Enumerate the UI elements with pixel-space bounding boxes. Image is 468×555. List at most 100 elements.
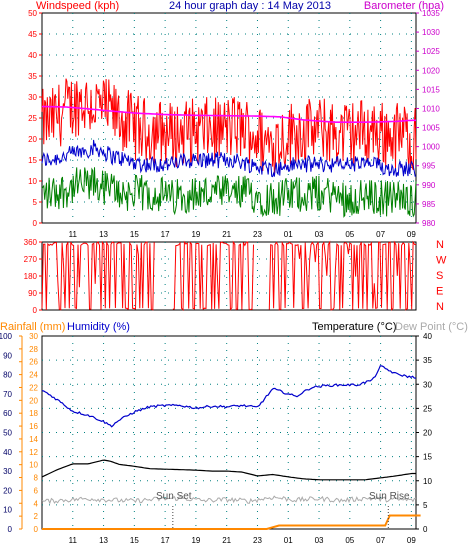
direction-tick-label: 90 — [28, 289, 37, 298]
wind-series — [41, 78, 417, 218]
wind-axis-ticks: 0 5 10 15 20 25 30 35 40 45 50 — [28, 9, 42, 228]
humidity-tick-label: 22 — [29, 383, 38, 392]
barometer-tick-label: 1030 — [422, 28, 440, 37]
wind-tick-label: 0 — [33, 219, 38, 228]
dewpoint-series-line — [41, 495, 417, 505]
windspeed-title: Windspeed (kph) — [36, 0, 119, 12]
barometer-tick-label: 1010 — [422, 104, 440, 113]
humidity-tick-label: 30 — [29, 332, 38, 341]
rainfall-tick-label: 10 — [3, 506, 12, 515]
barometer-tick-label: 1000 — [422, 143, 440, 152]
climate-x-tick-label: 03 — [315, 536, 324, 545]
dewpoint-title: Dew Point (°C) — [395, 321, 468, 333]
wind-x-tick-label: 11 — [69, 230, 78, 239]
rainfall-series-line — [42, 514, 421, 530]
wind-tick-label: 5 — [33, 198, 38, 207]
barometer-tick-label: 1035 — [422, 9, 440, 18]
wind-tick-label: 45 — [28, 30, 37, 39]
climate-x-tick-label: 09 — [407, 536, 416, 545]
direction-series-line — [41, 240, 417, 312]
humidity-tick-label: 14 — [29, 435, 38, 444]
compass-label: E — [436, 286, 443, 298]
low-wind-series-line — [41, 167, 417, 218]
barometer-tick-label: 990 — [422, 181, 436, 190]
compass-label: W — [436, 255, 447, 267]
wind-x-tick-label: 21 — [222, 230, 231, 239]
sunrise-label: Sun Rise — [369, 491, 410, 502]
wind-x-tick-label: 03 — [315, 230, 324, 239]
avg-wind-series-line — [41, 139, 417, 178]
wind-tick-label: 35 — [28, 72, 37, 81]
wind-tick-label: 25 — [28, 114, 37, 123]
temperature-tick-label: 30 — [423, 380, 432, 389]
rainfall-tick-label: 100 — [0, 332, 13, 341]
rainfall-tick-label: 40 — [3, 448, 12, 457]
humidity-tick-label: 18 — [29, 409, 38, 418]
temperature-tick-label: 15 — [423, 453, 432, 462]
rainfall-tick-label: 60 — [3, 409, 12, 418]
graph-title: 24 hour graph day : 14 May 2013 — [169, 0, 331, 12]
humidity-tick-label: 8 — [34, 474, 39, 483]
compass-label: N — [436, 301, 444, 313]
temperature-tick-label: 0 — [423, 525, 428, 534]
direction-tick-label: 360 — [24, 238, 38, 247]
climate-x-tick-label: 21 — [222, 536, 231, 545]
rainfall-tick-label: 50 — [3, 429, 12, 438]
temperature-tick-label: 5 — [423, 501, 428, 510]
barometer-tick-label: 985 — [422, 200, 436, 209]
climate-x-tick-label: 05 — [345, 536, 354, 545]
humidity-tick-label: 24 — [29, 371, 38, 380]
wind-tick-label: 10 — [28, 177, 37, 186]
humidity-series-line — [41, 365, 417, 428]
humidity-tick-label: 4 — [34, 499, 39, 508]
rainfall-tick-label: 70 — [3, 390, 12, 399]
temperature-tick-label: 25 — [423, 404, 432, 413]
climate-x-ticks: 11 13 15 17 19 21 23 01 03 05 07 09 — [69, 536, 417, 545]
wind-x-tick-label: 07 — [376, 230, 385, 239]
climate-x-tick-label: 11 — [69, 536, 78, 545]
barometer-tick-label: 1020 — [422, 66, 440, 75]
climate-panel: 0102030405060708090100024681012141618202… — [0, 332, 432, 545]
wind-x-tick-label: 09 — [407, 230, 416, 239]
wind-x-tick-label: 13 — [99, 230, 108, 239]
temperature-title: Temperature (°C) — [312, 321, 396, 333]
barometer-tick-label: 995 — [422, 162, 436, 171]
humidity-tick-label: 12 — [29, 448, 38, 457]
humidity-title: Humidity (%) — [67, 321, 130, 333]
temperature-tick-label: 10 — [423, 477, 432, 486]
wind-tick-label: 30 — [28, 93, 37, 102]
rainfall-tick-label: 0 — [8, 525, 13, 534]
climate-x-tick-label: 01 — [284, 536, 293, 545]
barometer-series-line — [41, 105, 416, 123]
wind-tick-label: 40 — [28, 51, 37, 60]
humidity-tick-label: 26 — [29, 358, 38, 367]
humidity-tick-label: 20 — [29, 396, 38, 405]
wind-tick-label: 50 — [28, 9, 37, 18]
compass-label: N — [436, 239, 444, 251]
direction-axis-ticks: 0 90 180 270 360 — [24, 238, 42, 315]
sunset-label: Sun Set — [156, 491, 192, 502]
climate-series — [41, 365, 421, 530]
temperature-tick-label: 20 — [423, 429, 432, 438]
temperature-tick-label: 35 — [423, 356, 432, 365]
barometer-tick-label: 1025 — [422, 47, 440, 56]
climate-x-tick-label: 19 — [191, 536, 200, 545]
humidity-tick-label: 2 — [34, 512, 39, 521]
direction-tick-label: 180 — [24, 272, 38, 281]
barometer-tick-label: 1005 — [422, 124, 440, 133]
wind-tick-label: 20 — [28, 135, 37, 144]
rainfall-tick-label: 80 — [3, 371, 12, 380]
rainfall-title: Rainfall (mm) — [0, 321, 65, 333]
wind-x-tick-label: 19 — [191, 230, 200, 239]
climate-axis-ticks: 0102030405060708090100024681012141618202… — [0, 332, 432, 534]
wind-panel: 0 5 10 15 20 25 30 35 40 45 50 980 985 990 995 1000 100… — [28, 9, 440, 239]
direction-series — [41, 240, 417, 312]
barometer-title: Barometer (hpa) — [364, 0, 444, 12]
humidity-tick-label: 16 — [29, 422, 38, 431]
wind-x-tick-label: 17 — [161, 230, 170, 239]
humidity-tick-label: 28 — [29, 345, 38, 354]
barometer-tick-label: 980 — [422, 219, 436, 228]
wind-tick-label: 15 — [28, 156, 37, 165]
wind-x-tick-label: 15 — [130, 230, 139, 239]
climate-x-tick-label: 17 — [161, 536, 170, 545]
